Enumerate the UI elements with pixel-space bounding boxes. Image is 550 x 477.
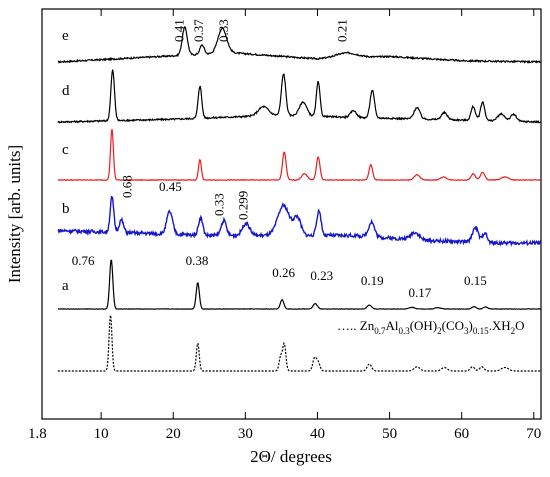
annotation-b-0.45: 0.45 — [159, 179, 182, 194]
trace-b — [57, 195, 542, 248]
trace-label-e: e — [62, 28, 69, 44]
trace-labels: e d c b a — [62, 28, 70, 294]
plot-frame — [41, 8, 542, 420]
reference-pattern-label: ….. Zn0.7Al0.3(OH)2(CO3)0.15.XH2O — [337, 318, 525, 336]
reference-label-subscript: 0.3 — [398, 326, 410, 336]
annotation-a-0.26: 0.26 — [272, 265, 295, 280]
x-tick-label: 70 — [526, 426, 541, 442]
x-tick-label: 1.8 — [28, 426, 47, 442]
trace-ref — [57, 315, 541, 372]
annotation-a-0.23: 0.23 — [310, 268, 333, 283]
trace-a — [57, 259, 541, 310]
annotation-a-0.38: 0.38 — [186, 253, 209, 268]
annotation-a-0.76: 0.76 — [72, 253, 95, 268]
reference-label-part: (OH) — [410, 318, 437, 333]
diffraction-traces — [57, 25, 542, 372]
reference-label-subscript: 2 — [437, 326, 442, 336]
x-tick-label: 60 — [454, 426, 469, 442]
trace-c — [57, 129, 541, 182]
annotation-e-0.37: 0.37 — [191, 19, 206, 42]
x-tick-label: 10 — [94, 426, 109, 442]
x-axis-tick-labels: 1.8 10 20 30 40 50 60 70 — [28, 426, 541, 442]
reference-label-subscript: 3 — [464, 326, 469, 336]
trace-label-b: b — [62, 201, 70, 217]
reference-label-part: O — [515, 318, 524, 333]
d-spacing-annotations: 0.41 0.37 0.33 0.21 0.68 0.45 0.33 0.299 0.76 0.3… — [72, 19, 487, 300]
annotation-e-0.33: 0.33 — [216, 19, 231, 42]
reference-label-subscript: 2 — [511, 326, 516, 336]
trace-label-d: d — [62, 83, 70, 99]
annotation-e-0.41: 0.41 — [171, 19, 186, 42]
reference-label-prefix: ….. — [337, 318, 360, 333]
annotation-a-0.19: 0.19 — [361, 273, 384, 288]
reference-label-part: ) — [469, 318, 473, 333]
reference-label-subscript: 0.7 — [374, 326, 386, 336]
x-tick-label: 40 — [310, 426, 325, 442]
x-axis-label: 2Θ/ degrees — [250, 447, 332, 466]
trace-label-c: c — [62, 142, 69, 158]
trace-label-a: a — [62, 278, 69, 294]
annotation-a-0.15: 0.15 — [464, 273, 487, 288]
reference-label-part: Zn — [360, 318, 375, 333]
y-axis-label: Intensity [arb. units] — [5, 145, 24, 283]
trace-d — [57, 69, 541, 124]
annotation-b-0.68: 0.68 — [119, 175, 134, 198]
annotation-b-0.299: 0.299 — [236, 191, 251, 220]
annotation-b-0.33: 0.33 — [212, 193, 227, 216]
annotation-e-0.21: 0.21 — [334, 19, 349, 42]
reference-label-part: .XH — [489, 318, 511, 333]
x-tick-label: 30 — [238, 426, 253, 442]
x-tick-label: 50 — [382, 426, 397, 442]
x-tick-label: 20 — [166, 426, 181, 442]
reference-label-subscript: 0.15 — [473, 326, 489, 336]
x-axis-ticks — [41, 9, 535, 419]
annotation-a-0.17: 0.17 — [408, 285, 431, 300]
trace-e — [57, 25, 542, 64]
reference-label-part: Al — [385, 318, 398, 333]
reference-label-part: (CO — [442, 318, 464, 333]
